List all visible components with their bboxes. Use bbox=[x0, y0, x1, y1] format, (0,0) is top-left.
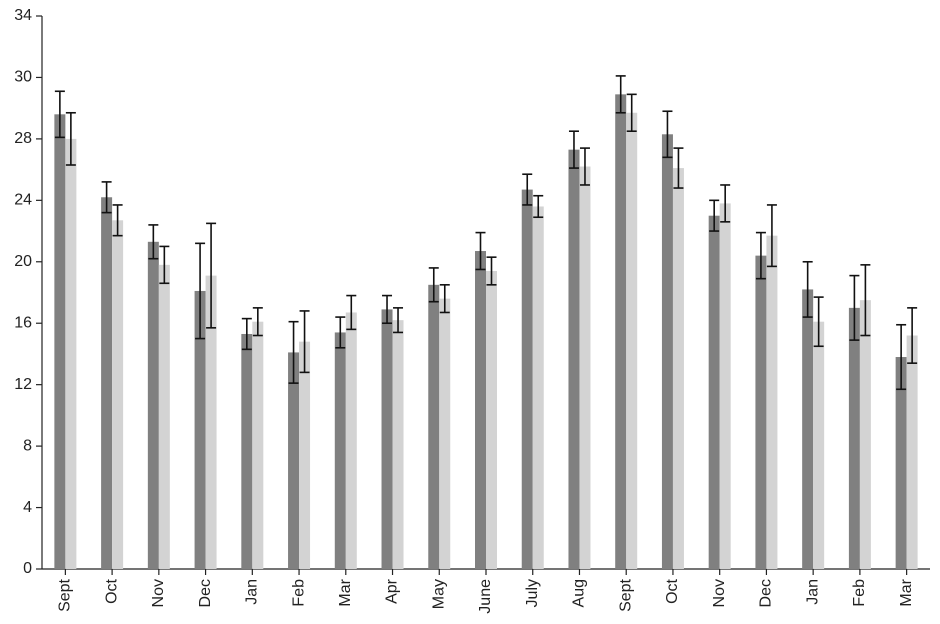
bar bbox=[439, 298, 451, 569]
bar bbox=[486, 270, 497, 569]
bar bbox=[848, 307, 860, 569]
x-tick-label: Apr bbox=[384, 578, 401, 604]
x-tick-label: Sept bbox=[617, 578, 634, 611]
bar bbox=[626, 112, 638, 570]
x-tick-label: July bbox=[524, 579, 541, 607]
bar bbox=[241, 333, 253, 569]
bar bbox=[65, 138, 77, 569]
bar bbox=[859, 300, 871, 569]
y-tick-label: 20 bbox=[14, 253, 32, 270]
bar bbox=[101, 197, 113, 569]
bar bbox=[672, 168, 684, 569]
x-tick-label: June bbox=[477, 579, 494, 614]
bar bbox=[895, 357, 907, 569]
bar bbox=[475, 251, 486, 569]
bar bbox=[158, 264, 170, 569]
y-tick-label: 12 bbox=[14, 376, 32, 393]
x-tick-label: May bbox=[430, 579, 447, 609]
bar bbox=[299, 341, 311, 569]
x-tick-label: Sept bbox=[57, 578, 74, 611]
bar bbox=[906, 335, 918, 569]
y-tick-label: 8 bbox=[23, 437, 32, 454]
y-tick-label: 24 bbox=[14, 192, 32, 209]
bar bbox=[428, 284, 440, 569]
bar bbox=[661, 134, 673, 569]
x-tick-label: Jan bbox=[244, 579, 261, 605]
bar bbox=[615, 94, 627, 569]
bar bbox=[392, 320, 404, 569]
bar bbox=[205, 275, 217, 569]
x-tick-label: Oct bbox=[664, 578, 681, 603]
bar bbox=[766, 235, 778, 570]
bar bbox=[568, 149, 580, 569]
bar bbox=[334, 332, 346, 569]
bar bbox=[345, 312, 357, 569]
bar bbox=[532, 206, 544, 569]
bar bbox=[252, 321, 264, 569]
x-tick-label: Aug bbox=[571, 579, 588, 607]
bar bbox=[194, 290, 206, 569]
bar bbox=[708, 215, 720, 569]
x-tick-label: Jan bbox=[804, 579, 821, 605]
y-tick-label: 34 bbox=[14, 7, 32, 24]
x-tick-label: Dec bbox=[197, 579, 214, 607]
bar bbox=[802, 289, 814, 569]
bar bbox=[381, 309, 393, 569]
x-tick-label: Nov bbox=[150, 579, 167, 607]
x-tick-label: Mar bbox=[337, 578, 354, 606]
bar bbox=[288, 352, 300, 569]
bar bbox=[813, 321, 825, 569]
x-tick-label: Nov bbox=[711, 579, 728, 607]
bar bbox=[755, 255, 767, 569]
y-tick-label: 28 bbox=[14, 130, 32, 147]
x-tick-label: Dec bbox=[758, 579, 775, 607]
bar bbox=[719, 203, 731, 569]
x-tick-label: Feb bbox=[290, 579, 307, 607]
bar bbox=[54, 114, 66, 570]
y-tick-label: 30 bbox=[14, 69, 32, 86]
y-tick-label: 16 bbox=[14, 314, 32, 331]
bar bbox=[147, 241, 159, 569]
x-tick-label: Oct bbox=[103, 578, 120, 603]
x-tick-label: Feb bbox=[851, 579, 868, 607]
x-tick-label: Mar bbox=[898, 578, 915, 606]
y-tick-label: 4 bbox=[23, 499, 32, 516]
y-tick-label: 0 bbox=[23, 560, 32, 577]
bar bbox=[112, 220, 124, 569]
bar bbox=[521, 189, 533, 569]
bar bbox=[579, 166, 591, 570]
